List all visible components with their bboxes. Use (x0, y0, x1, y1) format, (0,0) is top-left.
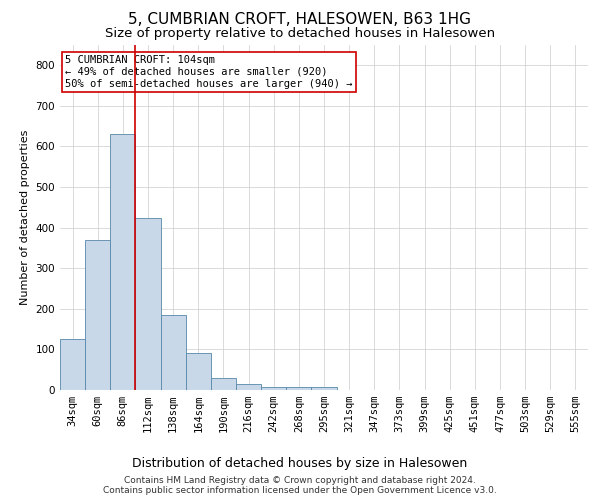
Y-axis label: Number of detached properties: Number of detached properties (20, 130, 30, 305)
Bar (211, 378, 236, 390)
Bar (186, 354, 211, 390)
Bar (136, 218, 161, 390)
Text: Contains HM Land Registry data © Crown copyright and database right 2024.
Contai: Contains HM Land Registry data © Crown c… (103, 476, 497, 495)
Text: Size of property relative to detached houses in Halesowen: Size of property relative to detached ho… (105, 28, 495, 40)
Bar (85, 240, 110, 390)
Bar (236, 384, 261, 390)
Bar (110, 134, 136, 390)
Bar (60, 340, 85, 390)
Bar (161, 315, 186, 390)
Text: Distribution of detached houses by size in Halesowen: Distribution of detached houses by size … (133, 458, 467, 470)
Bar (261, 387, 286, 390)
Text: 5 CUMBRIAN CROFT: 104sqm
← 49% of detached houses are smaller (920)
50% of semi-: 5 CUMBRIAN CROFT: 104sqm ← 49% of detach… (65, 56, 353, 88)
Bar (311, 387, 337, 390)
Text: 5, CUMBRIAN CROFT, HALESOWEN, B63 1HG: 5, CUMBRIAN CROFT, HALESOWEN, B63 1HG (128, 12, 472, 28)
Bar (286, 387, 311, 390)
